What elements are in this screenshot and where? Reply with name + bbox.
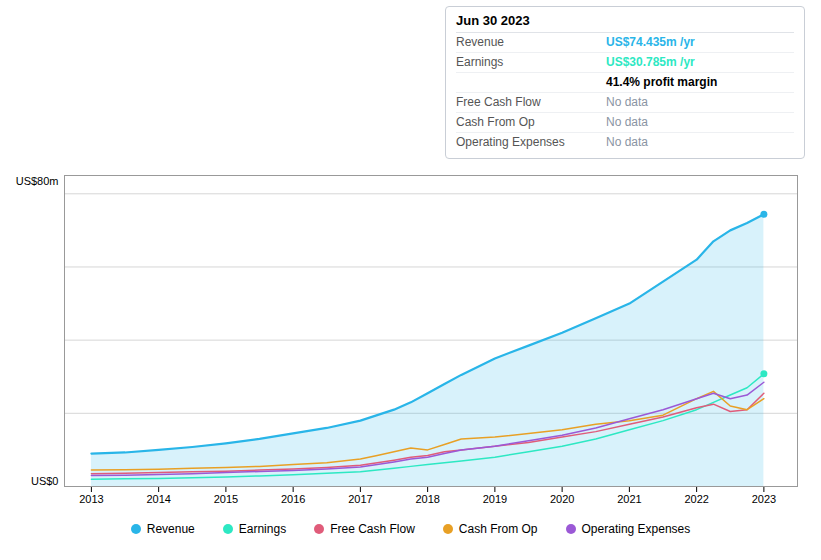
svg-text:2013: 2013 — [79, 493, 103, 505]
html-text:No data: No data — [606, 115, 648, 129]
svg-text:2017: 2017 — [348, 493, 372, 505]
html-text:Earnings: Earnings — [456, 55, 504, 69]
html-text:Revenue: Revenue — [456, 35, 504, 49]
svg-text:US$0: US$0 — [31, 475, 59, 487]
html-text:Free Cash Flow: Free Cash Flow — [330, 522, 415, 536]
svg-text:2023: 2023 — [752, 493, 776, 505]
svg-text:2014: 2014 — [146, 493, 170, 505]
html-text:Free Cash Flow: Free Cash Flow — [456, 95, 541, 109]
svg-text:2020: 2020 — [550, 493, 574, 505]
html-text:US$74.435m /yr: US$74.435m /yr — [606, 35, 695, 49]
svg-text:2021: 2021 — [617, 493, 641, 505]
html-text:No data: No data — [606, 95, 648, 109]
html-text:Cash From Op: Cash From Op — [458, 522, 538, 536]
svg-text:2022: 2022 — [684, 493, 708, 505]
html-text:Jun 30 2023: Jun 30 2023 — [456, 13, 530, 28]
html-text:41.4% profit margin: 41.4% profit margin — [606, 75, 718, 89]
svg-text:2019: 2019 — [483, 493, 507, 505]
svg-text:2018: 2018 — [415, 493, 439, 505]
html-text:US$30.785m /yr: US$30.785m /yr — [606, 55, 695, 69]
html-text:No data: No data — [606, 135, 648, 149]
svg-text:2016: 2016 — [281, 493, 305, 505]
html-text:Cash From Op: Cash From Op — [456, 115, 535, 129]
html-text:Operating Expenses: Operating Expenses — [581, 522, 691, 536]
html-text:Earnings: Earnings — [238, 522, 287, 536]
html-text:Revenue: Revenue — [146, 522, 195, 536]
html-text:Operating Expenses: Operating Expenses — [456, 135, 565, 149]
svg-text:US$80m: US$80m — [16, 175, 59, 187]
svg-text:2015: 2015 — [214, 493, 238, 505]
